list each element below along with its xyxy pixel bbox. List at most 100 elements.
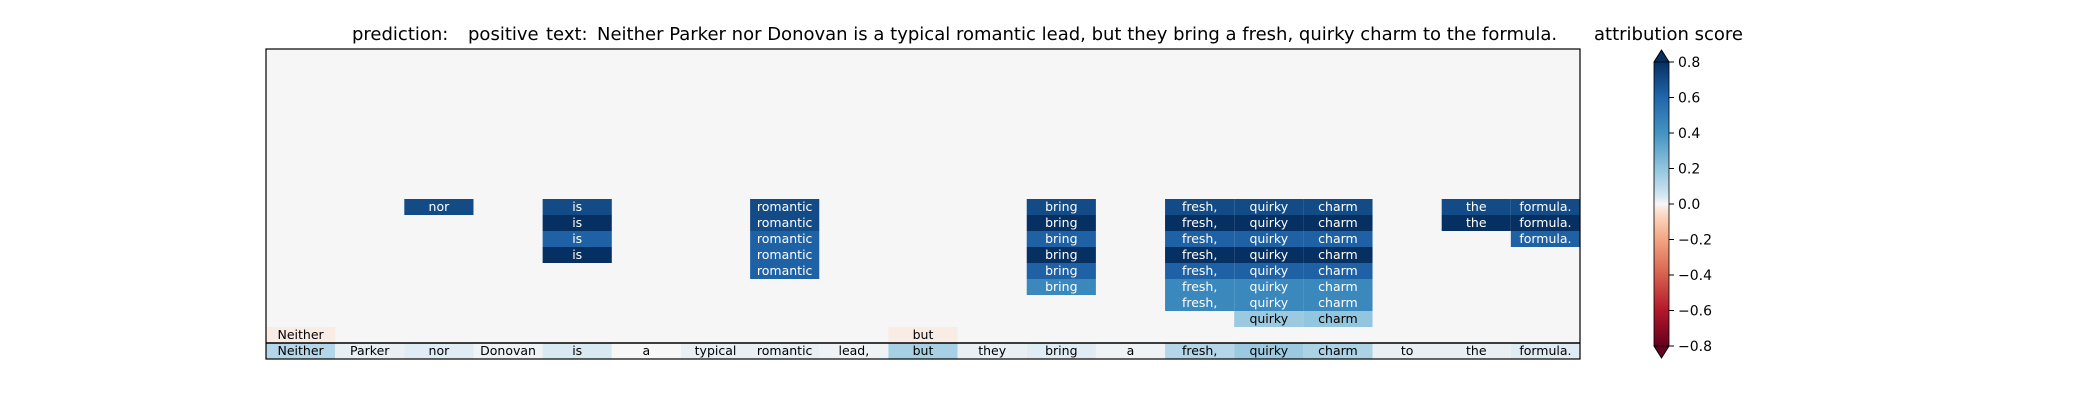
stacked-cell — [1165, 295, 1235, 311]
stacked-cell — [542, 247, 612, 263]
colorbar-max-extension — [1653, 49, 1670, 63]
stacked-token-label: fresh, — [1182, 279, 1217, 294]
stacked-token-label: but — [913, 327, 934, 342]
colorbar-tick-label: −0.6 — [1678, 304, 1712, 320]
stacked-token-label: bring — [1045, 279, 1077, 294]
base-cell — [611, 343, 681, 359]
stacked-token-label: fresh, — [1182, 263, 1217, 278]
chart-title: prediction: positive text: Neither Parke… — [0, 24, 1580, 50]
stacked-token-label: fresh, — [1182, 295, 1217, 310]
stacked-cell — [1165, 215, 1235, 231]
stacked-cell — [1165, 263, 1235, 279]
stacked-token-label: is — [572, 215, 582, 230]
stacked-token-label: bring — [1045, 199, 1077, 214]
stacked-cell — [1026, 215, 1096, 231]
stacked-cell — [1303, 311, 1373, 327]
base-cell — [542, 343, 612, 359]
stacked-cell — [1234, 295, 1304, 311]
base-token-label: typical — [695, 343, 737, 358]
base-token-label: nor — [429, 343, 451, 358]
base-cell — [680, 343, 751, 359]
stacked-token-label: charm — [1318, 215, 1358, 230]
stacked-token-label: is — [572, 247, 582, 262]
colorbar-tick-label: 0.0 — [1678, 197, 1700, 213]
stacked-cell — [1165, 199, 1235, 215]
stacked-token-label: romantic — [757, 231, 813, 246]
stacked-cell — [1303, 215, 1373, 231]
colorbar-tick-label: 0.6 — [1678, 91, 1700, 107]
stacked-cell — [1234, 215, 1304, 231]
base-token-label: fresh, — [1182, 343, 1217, 358]
base-cell — [888, 343, 958, 359]
plot-frame — [265, 48, 1581, 360]
base-token-label: a — [643, 343, 651, 358]
stacked-cell — [750, 247, 820, 263]
stacked-token-label: quirky — [1249, 311, 1288, 326]
base-cell — [1372, 343, 1442, 359]
base-token-label: bring — [1045, 343, 1077, 358]
stacked-token-label: quirky — [1249, 263, 1288, 278]
colorbar-tick-label: 0.8 — [1678, 55, 1700, 71]
text-value: Neither Parker nor Donovan is a typical … — [597, 24, 1558, 45]
stacked-token-label: fresh, — [1182, 199, 1217, 214]
stacked-cell — [1026, 199, 1096, 215]
base-cell — [1303, 343, 1373, 359]
stacked-cell — [1303, 295, 1373, 311]
stacked-cell — [1234, 311, 1304, 327]
stacked-cell — [1303, 231, 1373, 247]
stacked-cell — [750, 263, 820, 279]
stacked-token-label: the — [1466, 199, 1487, 214]
base-cell — [957, 343, 1027, 359]
base-token-label: they — [978, 343, 1007, 358]
base-token-label: is — [572, 343, 582, 358]
base-token-label: lead, — [838, 343, 869, 358]
stacked-token-label: quirky — [1249, 199, 1288, 214]
stacked-cell — [404, 199, 474, 215]
colorbar-label: attribution score — [1594, 24, 1743, 45]
stacked-cell — [750, 199, 820, 215]
stacked-cell — [1165, 279, 1235, 295]
stacked-cell — [1303, 263, 1373, 279]
base-token-label: the — [1466, 343, 1487, 358]
stacked-cell — [542, 215, 612, 231]
base-token-label: to — [1401, 343, 1414, 358]
stacked-token-label: charm — [1318, 231, 1358, 246]
base-cell — [335, 343, 405, 359]
stacked-token-label: romantic — [757, 199, 813, 214]
stacked-token-label: formula. — [1519, 231, 1571, 246]
stacked-cell — [1303, 199, 1373, 215]
stacked-token-label: formula. — [1519, 215, 1571, 230]
colorbar-tick-label: 0.2 — [1678, 162, 1700, 178]
stacked-token-label: romantic — [757, 263, 813, 278]
stacked-token-label: fresh, — [1182, 247, 1217, 262]
stacked-token-label: charm — [1318, 247, 1358, 262]
colorbar-tick-label: −0.2 — [1678, 233, 1712, 249]
stacked-cell — [1234, 231, 1304, 247]
stacked-token-label: quirky — [1249, 215, 1288, 230]
stacked-cell — [1441, 199, 1511, 215]
prediction-value: positive — [468, 24, 539, 45]
stacked-token-label: romantic — [757, 215, 813, 230]
colorbar-gradient — [1654, 62, 1669, 346]
colorbar-tick-label: −0.4 — [1678, 268, 1712, 284]
base-cell — [1095, 343, 1166, 359]
stacked-token-label: charm — [1318, 199, 1358, 214]
stacked-token-label: bring — [1045, 215, 1077, 230]
stacked-cell — [1510, 199, 1580, 215]
stacked-token-label: bring — [1045, 247, 1077, 262]
base-token-label: but — [913, 343, 934, 358]
text-label: text: — [546, 24, 588, 45]
stacked-cell — [1234, 247, 1304, 263]
stacked-token-label: is — [572, 199, 582, 214]
stacked-token-label: quirky — [1249, 231, 1288, 246]
stacked-cell — [1303, 247, 1373, 263]
base-cell — [404, 343, 474, 359]
base-token-label: romantic — [757, 343, 813, 358]
stacked-token-label: is — [572, 231, 582, 246]
stacked-cell — [1441, 215, 1511, 231]
stacked-cell — [1026, 263, 1096, 279]
stacked-token-label: quirky — [1249, 295, 1288, 310]
stacked-cell — [1234, 279, 1304, 295]
